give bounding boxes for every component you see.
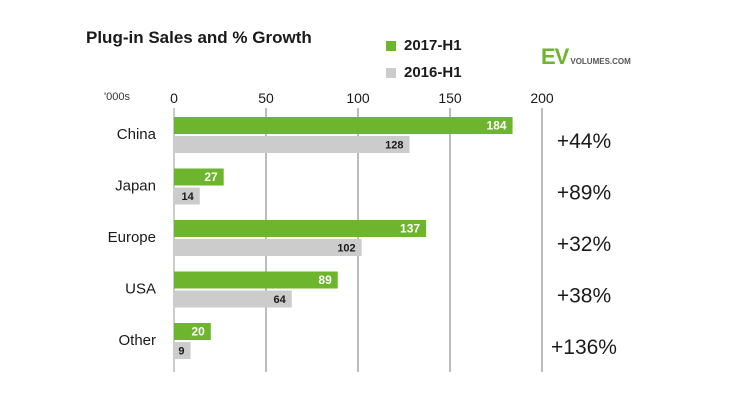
legend-swatch-2017 (386, 40, 396, 51)
data-label-other-2016: 9 (178, 346, 184, 358)
x-tick-label-100: 100 (346, 90, 370, 106)
ev-volumes-logo: EV VOLUMES.COM (541, 44, 631, 70)
bar-other-2016 (174, 342, 191, 359)
bar-japan-2017 (174, 168, 224, 186)
data-label-china-2016: 128 (385, 140, 403, 152)
legend-item-2017: 2017-H1 (386, 37, 462, 54)
x-tick-label-0: 0 (170, 90, 178, 106)
legend-label-2016: 2016-H1 (404, 64, 462, 81)
bar-other-2017 (174, 323, 211, 340)
x-tick-label-50: 50 (258, 90, 274, 106)
legend-item-2016: 2016-H1 (386, 64, 462, 81)
logo-sub-text: VOLUMES.COM (570, 57, 631, 66)
growth-label-china: +44% (557, 130, 611, 153)
category-label-europe: Europe (108, 229, 156, 246)
bar-europe-2017 (174, 220, 427, 237)
x-tick-label-150: 150 (438, 90, 462, 106)
category-label-china: China (117, 126, 157, 143)
x-tick-label-200: 200 (530, 90, 554, 106)
data-label-china-2017: 184 (487, 119, 507, 133)
category-label-usa: USA (125, 281, 156, 298)
bar-china-2017 (174, 117, 513, 134)
data-label-other-2017: 20 (191, 325, 205, 339)
legend-label-2017: 2017-H1 (404, 37, 462, 54)
growth-label-europe: +32% (557, 233, 611, 256)
data-label-europe-2017: 137 (400, 222, 420, 236)
growth-label-other: +136% (551, 336, 617, 359)
category-label-other: Other (118, 332, 156, 349)
growth-label-japan: +89% (557, 182, 611, 205)
data-label-usa-2017: 89 (318, 273, 332, 287)
category-label-japan: Japan (115, 178, 156, 195)
data-label-japan-2016: 14 (182, 191, 195, 203)
bar-usa-2016 (174, 290, 292, 308)
data-label-japan-2017: 27 (204, 170, 218, 184)
data-label-europe-2016: 102 (337, 243, 355, 255)
data-label-usa-2016: 64 (274, 294, 287, 306)
growth-label-usa: +38% (557, 285, 611, 308)
bar-usa-2017 (174, 271, 338, 289)
legend-swatch-2016 (386, 67, 396, 78)
logo-main-text: EV (541, 44, 569, 69)
bar-china-2016 (174, 136, 410, 153)
unit-label: '000s (104, 91, 130, 103)
chart-title: Plug-in Sales and % Growth (86, 28, 312, 47)
bar-europe-2016 (174, 239, 362, 256)
bar-japan-2016 (174, 187, 200, 205)
